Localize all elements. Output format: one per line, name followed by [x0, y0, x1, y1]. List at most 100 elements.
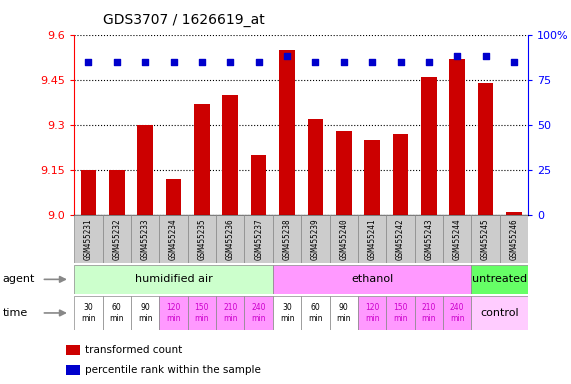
Bar	[251, 155, 267, 215]
Bar	[279, 50, 295, 215]
Text: 30
min: 30 min	[280, 303, 294, 323]
Bar	[421, 77, 437, 215]
Bar	[109, 170, 124, 215]
FancyBboxPatch shape	[358, 296, 387, 330]
Text: control: control	[480, 308, 519, 318]
Text: percentile rank within the sample: percentile rank within the sample	[85, 365, 260, 375]
Point	[396, 59, 405, 65]
Point	[254, 59, 263, 65]
Point	[226, 59, 235, 65]
FancyBboxPatch shape	[301, 296, 329, 330]
Bar	[449, 59, 465, 215]
Point	[84, 59, 93, 65]
Bar	[66, 365, 80, 375]
FancyBboxPatch shape	[329, 215, 358, 263]
Point	[283, 53, 292, 59]
Point	[112, 59, 122, 65]
Text: untreated: untreated	[472, 274, 528, 285]
Bar	[138, 125, 153, 215]
FancyBboxPatch shape	[443, 215, 472, 263]
Text: 60
min: 60 min	[110, 303, 124, 323]
Text: 60
min: 60 min	[308, 303, 323, 323]
Text: 90
min: 90 min	[336, 303, 351, 323]
FancyBboxPatch shape	[387, 296, 415, 330]
FancyBboxPatch shape	[244, 215, 273, 263]
Text: 240
min: 240 min	[450, 303, 464, 323]
FancyBboxPatch shape	[131, 296, 159, 330]
FancyBboxPatch shape	[74, 215, 103, 263]
Text: GSM455244: GSM455244	[453, 218, 462, 260]
Text: GSM455237: GSM455237	[254, 218, 263, 260]
Text: 120
min: 120 min	[365, 303, 379, 323]
Text: GSM455243: GSM455243	[424, 218, 433, 260]
FancyBboxPatch shape	[415, 296, 443, 330]
Text: GSM455236: GSM455236	[226, 218, 235, 260]
Text: GSM455241: GSM455241	[368, 218, 377, 260]
Text: 150
min: 150 min	[393, 303, 408, 323]
Text: 150
min: 150 min	[195, 303, 209, 323]
FancyBboxPatch shape	[415, 215, 443, 263]
FancyBboxPatch shape	[131, 215, 159, 263]
Bar	[336, 131, 352, 215]
Text: 30
min: 30 min	[81, 303, 96, 323]
Text: GSM455232: GSM455232	[112, 218, 121, 260]
FancyBboxPatch shape	[216, 215, 244, 263]
FancyBboxPatch shape	[103, 296, 131, 330]
FancyBboxPatch shape	[244, 296, 273, 330]
Bar	[194, 104, 210, 215]
Text: GSM455240: GSM455240	[339, 218, 348, 260]
Point	[453, 53, 462, 59]
Text: agent: agent	[3, 274, 35, 285]
FancyBboxPatch shape	[301, 215, 329, 263]
FancyBboxPatch shape	[188, 296, 216, 330]
Text: ethanol: ethanol	[351, 274, 393, 285]
Text: 120
min: 120 min	[166, 303, 181, 323]
FancyBboxPatch shape	[329, 296, 358, 330]
Bar	[223, 95, 238, 215]
Point	[140, 59, 150, 65]
FancyBboxPatch shape	[74, 296, 103, 330]
FancyBboxPatch shape	[273, 265, 472, 294]
Text: 240
min: 240 min	[251, 303, 266, 323]
Point	[368, 59, 377, 65]
Text: GSM455245: GSM455245	[481, 218, 490, 260]
Text: GDS3707 / 1626619_at: GDS3707 / 1626619_at	[103, 13, 264, 27]
Text: GSM455234: GSM455234	[169, 218, 178, 260]
Text: 90
min: 90 min	[138, 303, 152, 323]
Point	[339, 59, 348, 65]
Bar	[166, 179, 182, 215]
Bar	[308, 119, 323, 215]
Point	[509, 59, 518, 65]
FancyBboxPatch shape	[74, 265, 273, 294]
Text: humidified air: humidified air	[135, 274, 212, 285]
FancyBboxPatch shape	[472, 215, 500, 263]
FancyBboxPatch shape	[216, 296, 244, 330]
Bar	[364, 140, 380, 215]
FancyBboxPatch shape	[159, 215, 188, 263]
FancyBboxPatch shape	[472, 265, 528, 294]
FancyBboxPatch shape	[103, 215, 131, 263]
FancyBboxPatch shape	[358, 215, 387, 263]
FancyBboxPatch shape	[443, 296, 472, 330]
Bar	[66, 345, 80, 355]
Text: GSM455242: GSM455242	[396, 218, 405, 260]
Bar	[81, 170, 96, 215]
Text: transformed count: transformed count	[85, 345, 182, 355]
Bar	[478, 83, 493, 215]
Point	[198, 59, 207, 65]
FancyBboxPatch shape	[159, 296, 188, 330]
FancyBboxPatch shape	[188, 215, 216, 263]
Text: GSM455235: GSM455235	[198, 218, 206, 260]
Point	[424, 59, 433, 65]
Text: GSM455239: GSM455239	[311, 218, 320, 260]
Text: GSM455231: GSM455231	[84, 218, 93, 260]
FancyBboxPatch shape	[500, 215, 528, 263]
Point	[169, 59, 178, 65]
FancyBboxPatch shape	[273, 215, 301, 263]
Text: GSM455246: GSM455246	[509, 218, 518, 260]
Text: time: time	[3, 308, 28, 318]
FancyBboxPatch shape	[273, 296, 301, 330]
Text: 210
min: 210 min	[421, 303, 436, 323]
Point	[311, 59, 320, 65]
FancyBboxPatch shape	[472, 296, 528, 330]
